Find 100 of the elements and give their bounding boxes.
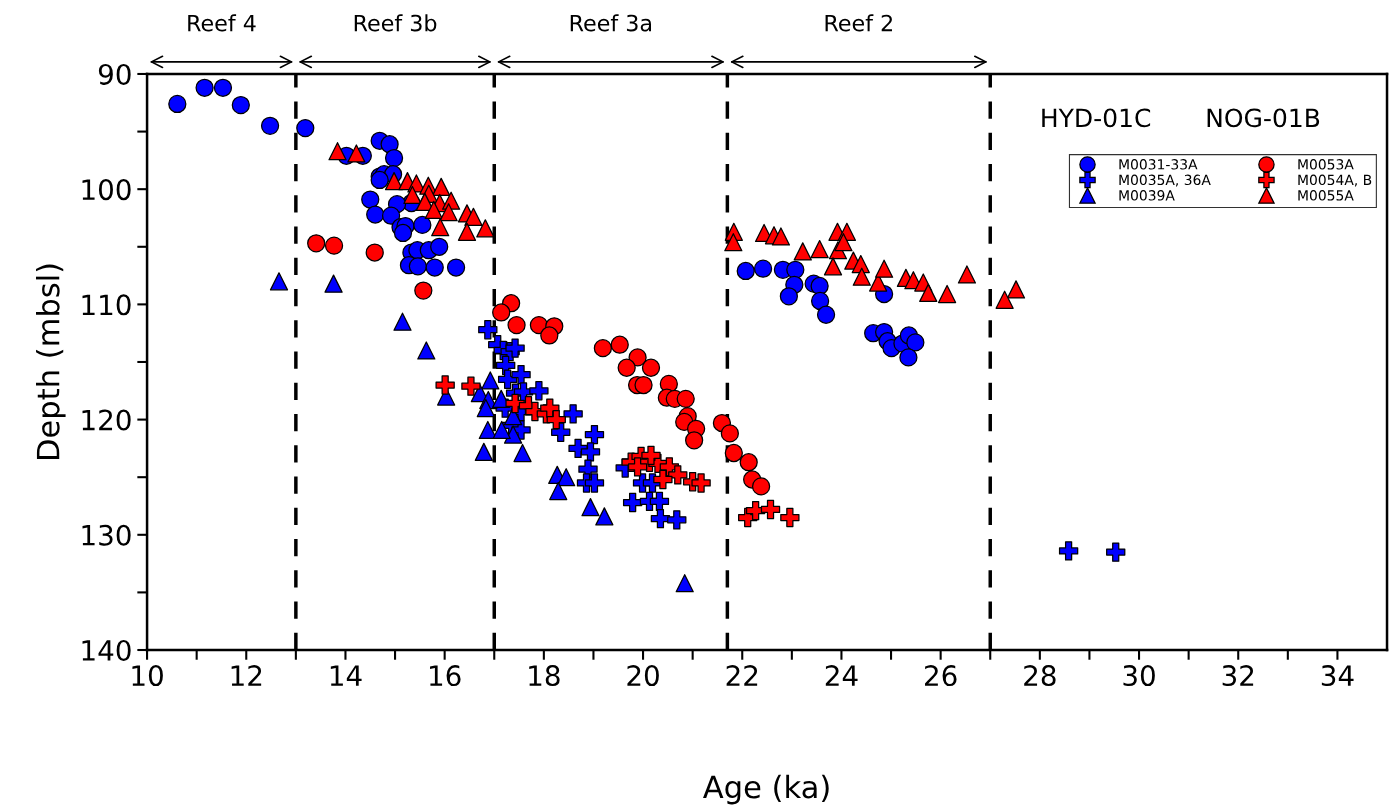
point (328, 142, 347, 161)
point (384, 171, 404, 191)
point (366, 205, 385, 224)
point (691, 473, 711, 493)
point (546, 409, 566, 430)
point (503, 425, 523, 444)
x-tick-label: 34 (1321, 665, 1354, 687)
point (724, 443, 743, 463)
point (481, 371, 500, 390)
y-tick-label: 110 (82, 294, 131, 316)
point (430, 237, 449, 256)
point (507, 315, 526, 335)
point (497, 369, 518, 389)
legend-label: M0053A (1298, 159, 1354, 170)
point (474, 442, 493, 461)
point (668, 465, 688, 485)
point (457, 222, 477, 241)
y-axis-title: Depth (mbsl) (36, 264, 66, 460)
point (213, 78, 233, 97)
point (464, 207, 483, 226)
point (816, 305, 836, 324)
point (307, 234, 326, 253)
x-tick-label: 14 (330, 665, 362, 686)
point (557, 468, 576, 487)
point (431, 218, 450, 237)
point (476, 398, 495, 418)
point (549, 481, 568, 501)
point (641, 358, 661, 377)
point (675, 574, 694, 593)
point (461, 376, 481, 396)
point (724, 233, 743, 252)
point (810, 291, 830, 311)
point (786, 260, 805, 279)
point (563, 404, 583, 424)
point (384, 148, 404, 168)
point (641, 445, 661, 465)
point (492, 303, 511, 322)
point (834, 233, 853, 252)
point (424, 200, 443, 220)
point (779, 287, 799, 306)
point (685, 431, 704, 450)
annotation: NOG-01B (1207, 108, 1320, 128)
point (823, 257, 843, 276)
x-tick-label: 32 (1222, 665, 1254, 687)
text: Reef 3a (570, 14, 652, 32)
legend-label: M0031-33A (1119, 159, 1198, 170)
point (413, 215, 432, 235)
annotation: HYD-01C (1042, 108, 1151, 128)
x-tick-label: 22 (726, 665, 758, 686)
point (370, 170, 389, 190)
point (260, 116, 280, 135)
point (414, 281, 433, 300)
point (649, 491, 670, 512)
point (739, 453, 758, 472)
point (1006, 280, 1026, 299)
point (347, 144, 366, 163)
y-tick-label: 100 (82, 179, 131, 201)
text: Reef 3b (354, 14, 437, 32)
x-axis-title: Age (ka) (703, 774, 829, 805)
point (995, 290, 1014, 309)
point (505, 338, 525, 358)
point (753, 259, 773, 278)
point (634, 375, 653, 395)
x-tick-label: 12 (231, 665, 262, 686)
point (324, 236, 344, 255)
point (771, 227, 791, 246)
point (584, 424, 605, 445)
point (595, 507, 614, 526)
point (231, 95, 250, 115)
point (435, 375, 455, 395)
point (403, 185, 422, 205)
point (393, 223, 413, 243)
point (540, 326, 559, 345)
point (540, 398, 560, 418)
point (676, 389, 695, 408)
point (439, 203, 458, 222)
point (653, 469, 673, 490)
y-tick-label: 140 (82, 639, 131, 661)
legend-label: M0039A (1119, 190, 1175, 201)
point (593, 339, 613, 358)
point (417, 341, 436, 360)
legend-label: M0054A, B (1298, 174, 1372, 187)
point (580, 442, 601, 462)
point (627, 457, 648, 477)
point (622, 492, 643, 513)
point (513, 443, 532, 463)
x-tick-label: 28 (1024, 665, 1056, 687)
legend-label: M0055A (1298, 190, 1354, 201)
point (810, 276, 829, 296)
point (365, 243, 384, 262)
point (432, 177, 451, 197)
point (581, 498, 600, 517)
text: Reef 2 (825, 14, 892, 32)
x-tick-label: 16 (430, 665, 461, 687)
point (899, 348, 918, 367)
point (736, 261, 755, 281)
point (478, 420, 497, 440)
point (584, 473, 605, 493)
point (511, 364, 531, 385)
point (1106, 542, 1126, 562)
